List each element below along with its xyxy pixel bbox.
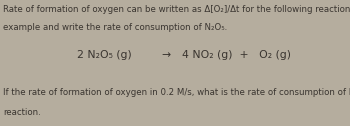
- Text: Rate of formation of oxygen can be written as Δ[O₂]/Δt for the following reactio: Rate of formation of oxygen can be writt…: [3, 5, 350, 14]
- Text: →: →: [161, 50, 170, 60]
- Text: reaction.: reaction.: [3, 108, 41, 117]
- Text: 2 N₂O₅ (g): 2 N₂O₅ (g): [77, 50, 132, 60]
- Text: example and write the rate of consumption of N₂O₅.: example and write the rate of consumptio…: [3, 23, 227, 32]
- Text: 4 NO₂ (g)  +   O₂ (g): 4 NO₂ (g) + O₂ (g): [182, 50, 291, 60]
- Text: If the rate of formation of oxygen in 0.2 M/s, what is the rate of consumption o: If the rate of formation of oxygen in 0.…: [3, 88, 350, 97]
